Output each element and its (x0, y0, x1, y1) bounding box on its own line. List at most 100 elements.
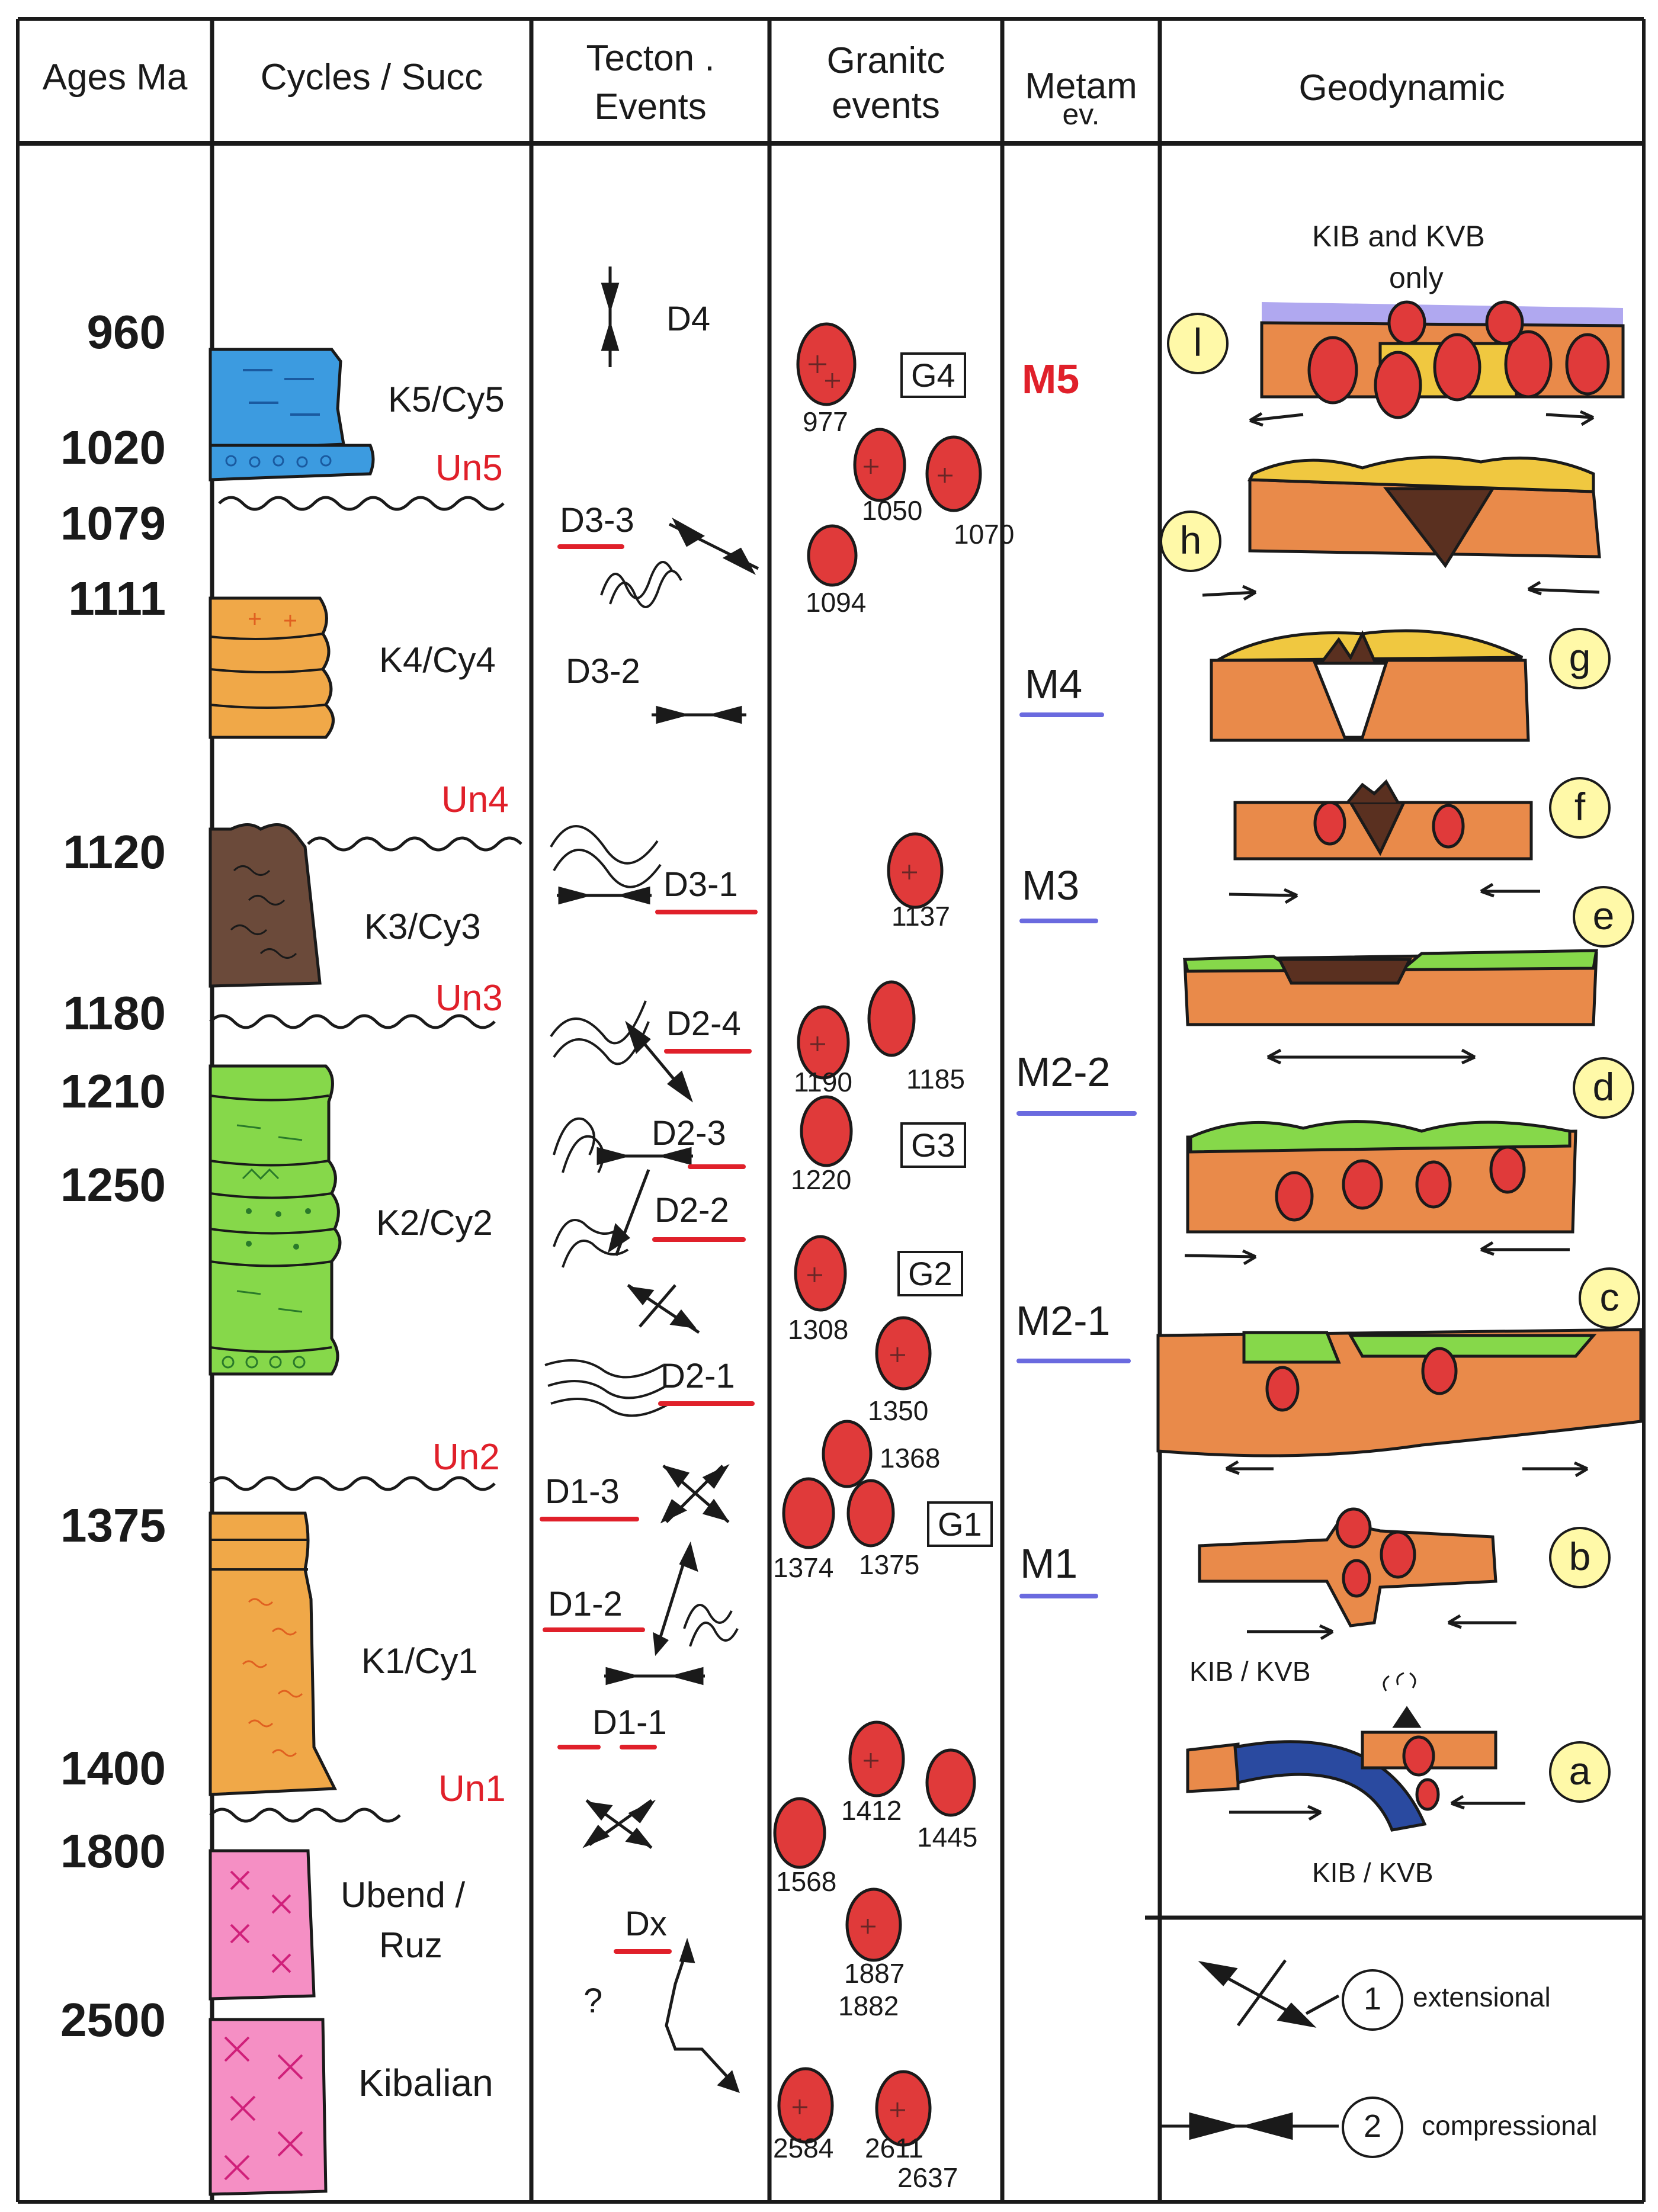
stage-a: a (1549, 1741, 1611, 1803)
cycle-k3: K3/Cy3 (364, 907, 481, 946)
granite-group-g4: G4 (900, 352, 966, 398)
unconformity-un3: Un3 (435, 978, 503, 1019)
legend-symbols (1161, 1959, 1340, 2140)
header-cycles: Cycles / Succ (260, 57, 483, 98)
age-1180: 1180 (63, 987, 166, 1039)
cycle-k5: K5/Cy5 (388, 380, 505, 419)
granite-1887: 1887 (844, 1958, 905, 1989)
age-1250: 1250 (60, 1158, 166, 1211)
header-granitic-1: Granitc (826, 40, 945, 81)
kibalian-block (209, 2018, 328, 2196)
granite-1412: 1412 (841, 1795, 902, 1826)
granite-1374: 1374 (773, 1552, 834, 1583)
kib-kvb-b: KIB / KVB (1189, 1656, 1311, 1687)
stage-e: e (1573, 886, 1634, 948)
granite-977: 977 (803, 406, 848, 437)
age-1111: 1111 (68, 572, 166, 625)
granite-2611: 2611 (865, 2133, 923, 2163)
granite-1137: 1137 (891, 901, 950, 932)
granite-1185: 1185 (906, 1064, 965, 1094)
granite-1094: 1094 (806, 587, 867, 618)
granite-2584: 2584 (773, 2133, 834, 2163)
metam-m3: M3 (1022, 862, 1080, 908)
stage-l: l (1167, 313, 1229, 374)
granite-1368: 1368 (880, 1443, 941, 1473)
tecton-d1-2: D1-2 (548, 1585, 623, 1623)
k5-block (209, 348, 375, 481)
metam-m1: M1 (1020, 1540, 1078, 1587)
granite-1220: 1220 (791, 1164, 852, 1195)
stage-d: d (1573, 1057, 1634, 1119)
cycle-ruz: Ruz (379, 1925, 442, 1965)
granite-1445: 1445 (917, 1822, 978, 1853)
tecton-dx: Dx (625, 1905, 667, 1943)
granite-1568: 1568 (776, 1866, 837, 1897)
granite-1350: 1350 (868, 1395, 929, 1426)
legend-compressional: compressional (1422, 2110, 1598, 2141)
granite-1050: 1050 (862, 495, 923, 526)
unconformity-un1: Un1 (438, 1768, 506, 1809)
tecton-d2-2: D2-2 (655, 1191, 729, 1229)
age-1210: 1210 (60, 1065, 166, 1118)
ubend-block (209, 1849, 316, 2001)
cycle-k1: K1/Cy1 (361, 1641, 478, 1681)
age-1375: 1375 (60, 1499, 166, 1552)
legend-extensional: extensional (1413, 1982, 1551, 2012)
granite-bodies (773, 322, 982, 2147)
metam-m2-2: M2-2 (1016, 1049, 1111, 1095)
age-960: 960 (86, 306, 166, 358)
geodynamic-note-1: KIB and KVB (1312, 220, 1485, 253)
granite-1882: 1882 (838, 1991, 899, 2021)
metam-m2-1: M2-1 (1016, 1298, 1111, 1344)
unconformity-un5: Un5 (435, 448, 503, 489)
tecton-d2-3: D2-3 (652, 1114, 726, 1152)
header-metam-1: Metam (1025, 66, 1137, 107)
stage-f: f (1549, 777, 1611, 839)
granite-group-g3: G3 (900, 1122, 966, 1168)
stage-g: g (1549, 628, 1611, 689)
header-geodynamic: Geodynamic (1298, 68, 1505, 108)
granite-group-g2: G2 (897, 1251, 963, 1296)
stage-c: c (1579, 1267, 1640, 1329)
header-tecton-2: Events (594, 86, 707, 127)
age-1400: 1400 (60, 1742, 166, 1794)
tecton-d1-3: D1-3 (545, 1472, 620, 1511)
age-1020: 1020 (60, 421, 166, 474)
tecton-d2-1: D2-1 (660, 1357, 735, 1395)
stage-b: b (1549, 1527, 1611, 1588)
granite-1375: 1375 (859, 1549, 920, 1580)
k1-block (209, 1511, 337, 1796)
legend-circle-2: 2 (1342, 2097, 1403, 2158)
k3-block (209, 823, 322, 988)
geodynamic-note-2: only (1389, 261, 1444, 294)
fold-sketches (544, 561, 739, 1647)
tectonic-symbols (557, 267, 759, 2093)
stage-h: h (1160, 511, 1221, 572)
metam-m4: M4 (1025, 661, 1083, 707)
header-metam-2: ev. (1062, 98, 1100, 131)
k2-block (209, 1064, 342, 1376)
granite-1070: 1070 (954, 519, 1015, 550)
tecton-d3-3: D3-3 (560, 501, 634, 540)
cycle-k4: K4/Cy4 (379, 640, 496, 680)
age-1120: 1120 (63, 826, 166, 878)
header-ages: Ages Ma (42, 57, 188, 98)
header-tecton-1: Tecton . (586, 38, 715, 79)
granite-1308: 1308 (788, 1314, 849, 1345)
age-1079: 1079 (60, 497, 166, 550)
k4-block (209, 596, 335, 739)
legend-circle-1: 1 (1342, 1969, 1403, 2031)
tecton-d4: D4 (666, 300, 711, 338)
unconformity-un2: Un2 (432, 1437, 500, 1478)
cycle-kibalian: Kibalian (358, 2062, 493, 2104)
geodynamic-cartoons (1156, 300, 1643, 1832)
header-granitic-2: events (832, 85, 940, 126)
granite-1190: 1190 (794, 1067, 852, 1097)
age-1800: 1800 (60, 1825, 166, 1877)
tecton-question: ? (583, 1982, 603, 2020)
tecton-d1-1: D1-1 (592, 1703, 667, 1742)
tecton-d2-4: D2-4 (666, 1004, 741, 1043)
granite-2637: 2637 (897, 2162, 958, 2193)
